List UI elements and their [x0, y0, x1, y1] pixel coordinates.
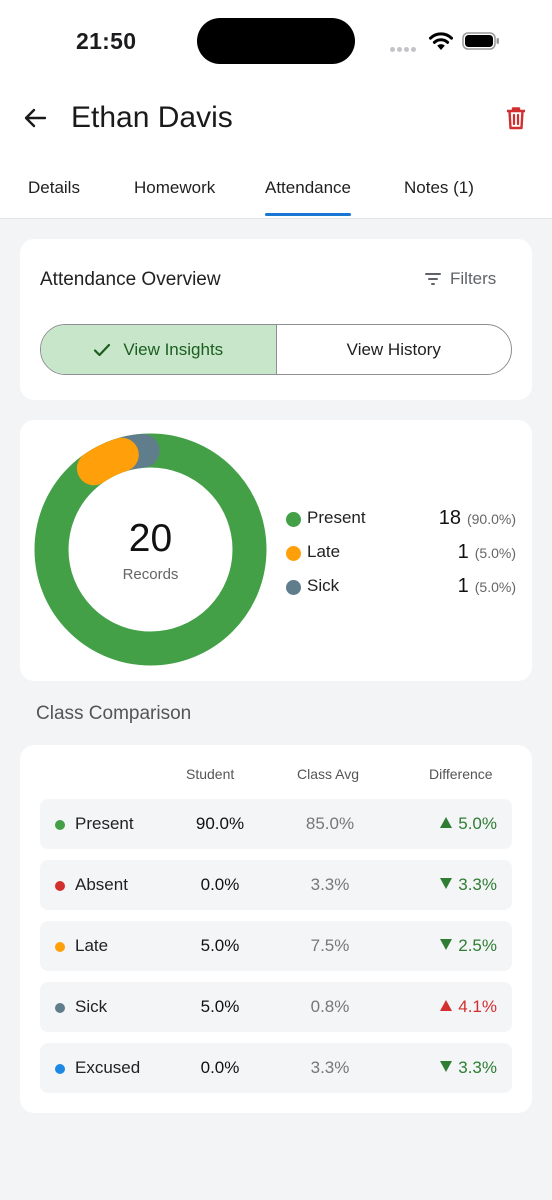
table-row: Late 5.0% 7.5% 2.5% — [40, 921, 512, 971]
triangle-down-icon — [440, 939, 453, 950]
view-toggle: View Insights View History — [40, 324, 512, 375]
status-dot — [55, 1064, 65, 1074]
battery-icon — [462, 32, 499, 50]
table-row: Sick 5.0% 0.8% 4.1% — [40, 982, 512, 1032]
status-icons — [390, 30, 505, 52]
table-row: Excused 0.0% 3.3% 3.3% — [40, 1043, 512, 1093]
student-value: 5.0% — [200, 997, 240, 1016]
legend-label: Present — [307, 508, 366, 527]
row-label: Sick — [75, 997, 108, 1016]
triangle-up-icon — [440, 817, 453, 828]
status-time: 21:50 — [76, 28, 137, 54]
class-comparison-title: Class Comparison — [36, 703, 192, 724]
row-label: Absent — [75, 875, 128, 894]
difference-value: 2.5% — [440, 936, 497, 956]
legend-count: 1 — [457, 575, 469, 597]
view-insights-button[interactable]: View Insights — [41, 325, 277, 374]
table-row: Absent 0.0% 3.3% 3.3% — [40, 860, 512, 910]
triangle-down-icon — [440, 1061, 453, 1072]
class-avg-value: 0.8% — [310, 997, 350, 1016]
legend-percent: (5.0%) — [474, 545, 516, 561]
legend-value: 18 (90.0%) — [439, 507, 516, 530]
records-total: 20 — [128, 517, 173, 560]
status-dot — [55, 881, 65, 891]
page-title: Ethan Davis — [71, 101, 233, 134]
filters-label: Filters — [450, 269, 497, 288]
difference-value: 3.3% — [440, 1058, 497, 1078]
difference-text: 2.5% — [458, 936, 497, 955]
triangle-down-icon — [440, 878, 453, 889]
legend-label: Late — [307, 542, 341, 561]
student-value: 5.0% — [200, 936, 240, 955]
legend-dot-late — [286, 546, 301, 561]
donut-segment-late — [76, 437, 139, 486]
status-dot — [55, 942, 65, 952]
records-label: Records — [122, 566, 179, 583]
student-value: 0.0% — [200, 1058, 240, 1077]
class-avg-value: 85.0% — [305, 814, 355, 833]
student-value: 0.0% — [200, 875, 240, 894]
difference-text: 4.1% — [458, 997, 497, 1016]
legend-count: 1 — [457, 541, 469, 563]
difference-value: 5.0% — [440, 814, 497, 834]
legend-item-late: Late 1 (5.0%) — [286, 541, 516, 565]
class-avg-value: 3.3% — [310, 875, 350, 894]
row-label: Present — [75, 814, 134, 833]
tab-bar: Details Homework Attendance Notes (1) — [0, 168, 552, 218]
table-row: Present 90.0% 85.0% 5.0% — [40, 799, 512, 849]
student-value: 90.0% — [195, 814, 245, 833]
dynamic-island — [197, 18, 355, 64]
attendance-overview-card: Attendance Overview Filters View Insight… — [20, 239, 532, 400]
difference-text: 3.3% — [458, 1058, 497, 1077]
view-insights-label: View Insights — [123, 339, 224, 359]
header-student: Student — [186, 766, 235, 782]
wifi-icon — [429, 32, 453, 50]
legend-value: 1 (5.0%) — [458, 541, 516, 564]
filter-icon — [425, 273, 441, 285]
check-icon — [94, 343, 111, 356]
filters-button[interactable]: Filters — [424, 269, 496, 289]
legend-label: Sick — [307, 576, 340, 595]
view-history-label: View History — [346, 339, 441, 359]
tab-homework[interactable]: Homework — [134, 178, 216, 197]
legend-value: 1 (5.0%) — [458, 575, 516, 598]
triangle-up-icon — [440, 1000, 453, 1011]
difference-text: 3.3% — [458, 875, 497, 894]
tab-attendance[interactable]: Attendance — [265, 178, 352, 216]
row-label: Excused — [75, 1058, 141, 1077]
tab-details[interactable]: Details — [28, 178, 80, 197]
back-arrow-icon[interactable] — [22, 104, 50, 132]
overview-title: Attendance Overview — [40, 269, 221, 290]
difference-text: 5.0% — [458, 814, 497, 833]
view-history-button[interactable]: View History — [277, 325, 512, 374]
signal-icon — [390, 39, 418, 57]
class-avg-value: 7.5% — [310, 936, 350, 955]
difference-value: 4.1% — [440, 997, 497, 1017]
legend-dot-present — [286, 512, 301, 527]
legend-item-present: Present 18 (90.0%) — [286, 507, 516, 531]
legend-item-sick: Sick 1 (5.0%) — [286, 575, 516, 599]
legend-percent: (90.0%) — [466, 511, 516, 527]
app-header: 21:50 Ethan Davis Details Homework Atten… — [0, 0, 552, 219]
row-label: Late — [75, 936, 109, 955]
class-comparison-table: Student Class Avg Difference Present 90.0… — [20, 745, 532, 1113]
status-dot — [55, 1003, 65, 1013]
attendance-chart-card: 20 Records Present 18 (90.0%) Late 1 (5.0%… — [20, 420, 532, 681]
difference-value: 3.3% — [440, 875, 497, 895]
tab-notes[interactable]: Notes (1) — [404, 178, 474, 197]
legend-count: 18 — [438, 507, 461, 529]
header-class-avg: Class Avg — [297, 766, 359, 782]
legend-percent: (5.0%) — [474, 579, 516, 595]
status-dot — [55, 820, 65, 830]
header-difference: Difference — [429, 766, 493, 782]
class-avg-value: 3.3% — [310, 1058, 350, 1077]
delete-icon[interactable] — [502, 104, 530, 132]
legend-dot-sick — [286, 580, 301, 595]
donut-chart — [34, 433, 267, 666]
